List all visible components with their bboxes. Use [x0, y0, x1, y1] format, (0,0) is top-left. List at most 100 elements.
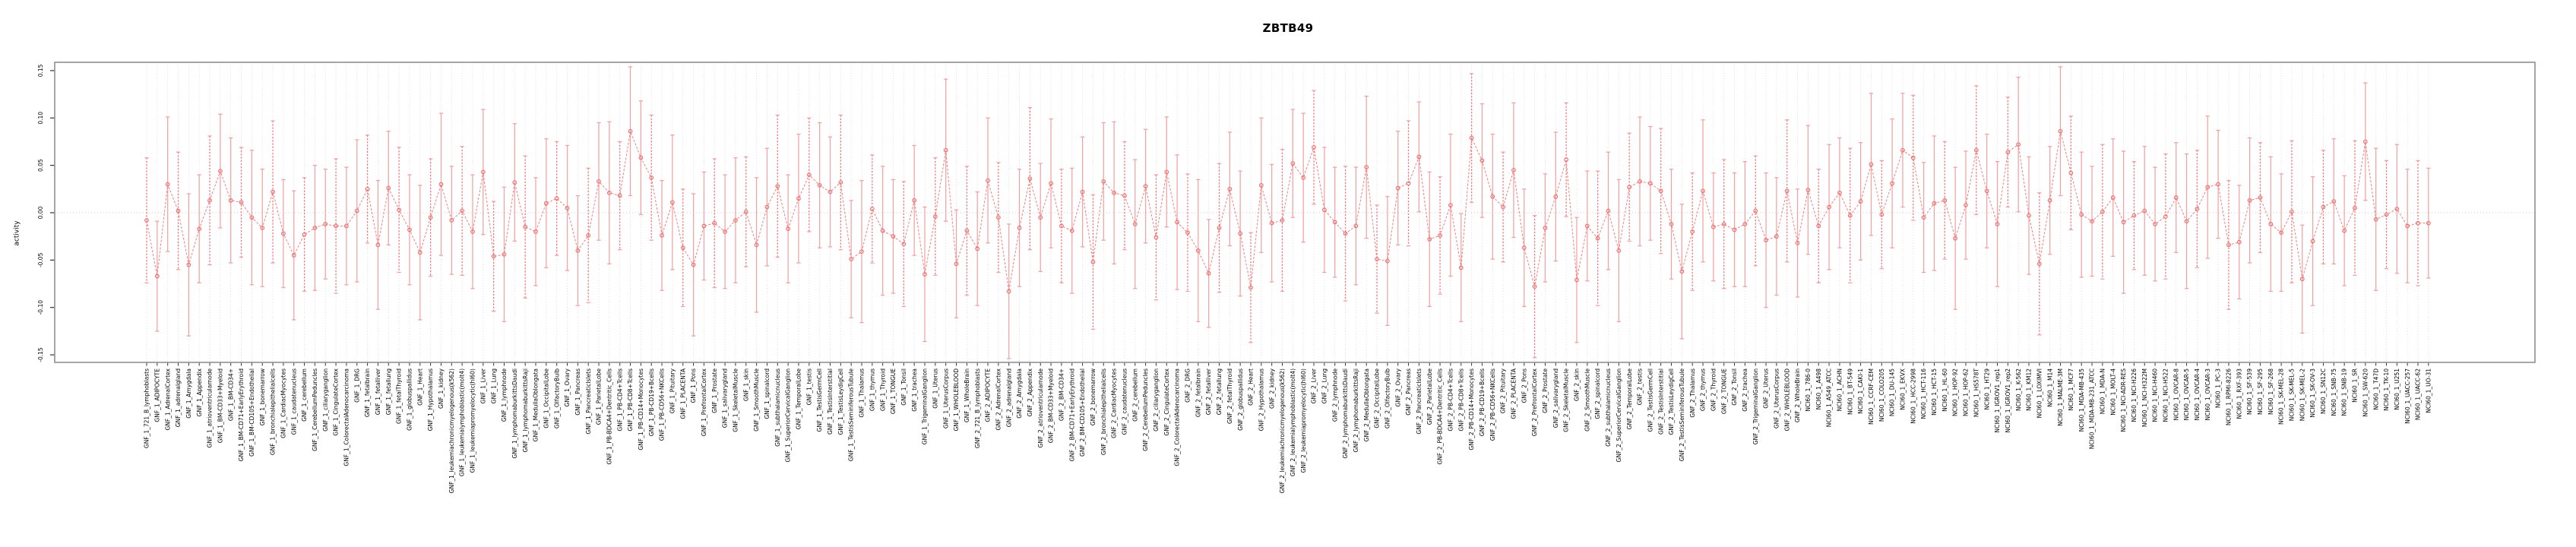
data-point [1984, 188, 1989, 194]
x-tick-label: GNF_1_Tonsil [900, 368, 907, 406]
data-point [334, 223, 338, 229]
x-tick-label: GNF_1_Heart [416, 368, 423, 406]
data-point [943, 147, 948, 153]
x-tick-label: GNF_1_Amygdala [185, 368, 192, 419]
x-tick-label: NCI60_1_TK-10 [2383, 368, 2390, 411]
data-point [2268, 222, 2274, 226]
data-point [1679, 269, 1685, 274]
data-point [365, 186, 370, 191]
data-point [207, 198, 212, 203]
x-tick-label: GNF_2_PancreaticIslets [1416, 368, 1422, 435]
data-point [1995, 222, 2000, 226]
x-tick-label: GNF_1_BM-CD71+EarlyErythroid [238, 368, 245, 462]
data-point [2331, 199, 2337, 204]
data-point [1490, 194, 1495, 199]
data-point [2205, 185, 2210, 190]
x-tick-label: GNF_2_Appendix [1027, 368, 1033, 416]
y-tick-label: 0.05 [37, 159, 44, 172]
x-tick-label: GNF_1_globuspallidus [407, 368, 413, 431]
y-tick-label: 0.10 [37, 112, 44, 125]
x-tick-label: GNF_1_TestisSeminiferousTubule [848, 368, 855, 462]
data-point [375, 242, 381, 248]
x-tick-label: NCI60_1_ACHN [1837, 368, 1843, 411]
x-tick-label: NCI60_1_NCI-ADR-RES [2120, 368, 2127, 432]
x-tick-label: GNF_1_fetallung [385, 368, 392, 415]
x-tick-label: GNF_1_MedullaOblongata [533, 368, 540, 441]
data-point [1837, 190, 1842, 195]
data-point [2090, 219, 2094, 224]
data-point [606, 190, 612, 195]
data-point [2342, 228, 2347, 233]
x-tick-label: GNF_1_adrenalgland [175, 368, 182, 428]
data-point [2299, 277, 2305, 282]
data-point [2163, 214, 2168, 219]
data-point [1932, 201, 1937, 206]
data-point [344, 223, 349, 229]
data-point [1764, 238, 1768, 243]
x-tick-label: GNF_1_kidney [438, 368, 445, 409]
data-point [1584, 223, 1590, 229]
x-tick-label: GNF_1_SuperiorCervicalGanglion [785, 368, 792, 463]
x-tick-label: GNF_1_thymus [869, 368, 875, 411]
data-point [260, 226, 265, 230]
data-point [512, 180, 517, 185]
x-tick-label: GNF_1_OccipitalLobe [543, 368, 549, 428]
x-tick-label: GNF_1_Lung [490, 368, 497, 404]
x-tick-label: GNF_2_TestisSeminiferousTubule [1679, 368, 1685, 462]
data-point [2068, 170, 2074, 175]
x-tick-label: GNF_1_721_B_lymphoblasts [144, 368, 150, 448]
x-tick-label: GNF_2_PB-BDCA4+Dentritic_Cells [1437, 368, 1444, 465]
x-tick-label: NCI60_1_SNB-75 [2331, 368, 2337, 416]
x-tick-label: NCI60_1_MDA-MB-231_ATCC [2089, 368, 2096, 449]
x-tick-label: GNF_2_PB-CD4+Tcells [1448, 368, 1454, 432]
data-point [2027, 213, 2031, 218]
x-tick-label: GNF_2_721_B_lymphoblasts [974, 368, 981, 448]
data-point [1521, 245, 1527, 251]
x-tick-label: NCI60_1_MALME-3M [2057, 368, 2064, 426]
x-tick-label: NCI60_1_RPMI-8226 [2226, 368, 2233, 425]
x-tick-label: GNF_2_cerebellum [1131, 368, 1138, 422]
x-tick-label: NCI60_1_KM12 [2026, 368, 2033, 411]
x-tick-label: NCI60_1_OVCAR-4 [2194, 368, 2201, 421]
data-point [2405, 223, 2410, 229]
data-point [1438, 233, 1442, 238]
x-tick-label: NCI60_1_A549_ATCC [1826, 368, 1833, 427]
data-point [1175, 220, 1179, 225]
x-tick-label: NCI60_1_MOLT-4 [2109, 368, 2116, 416]
data-point [1553, 194, 1559, 199]
x-tick-label: GNF_1_lymphnode [501, 368, 508, 422]
x-tick-label: GNF_2_trachea [1742, 368, 1748, 412]
x-tick-label: GNF_2_WholeBrain [1794, 368, 1801, 422]
x-tick-label: GNF_1_Prostate [711, 368, 718, 413]
data-point [1973, 147, 1979, 153]
x-tick-label: NCI60_1_HOP-92 [1952, 368, 1959, 416]
data-point [796, 196, 801, 201]
data-point [964, 228, 970, 233]
y-tick-label: -0.15 [37, 347, 44, 362]
data-point [2279, 230, 2283, 236]
data-point [1101, 179, 1106, 184]
x-tick-label: GNF_2_spinalcord [1594, 368, 1601, 419]
data-point [470, 229, 475, 234]
data-point [2426, 220, 2431, 226]
x-tick-label: NCI60_1_UACC-257 [2404, 368, 2411, 424]
x-tick-label: GNF_2_Amygdala [1016, 368, 1023, 419]
x-tick-label: NCI60_1_HOP-62 [1963, 368, 1970, 416]
data-point [1154, 235, 1159, 240]
x-tick-label: GNF_1_TestisGermCell [816, 368, 823, 432]
data-point [2236, 239, 2242, 245]
x-tick-label: GNF_2_lymphomaburkittsDaudi [1342, 368, 1349, 459]
data-point [2195, 207, 2200, 211]
x-tick-label: NCI60_1_M14 [2046, 368, 2053, 407]
data-point [2226, 242, 2231, 248]
data-point [1595, 236, 1600, 241]
data-point [154, 274, 160, 279]
data-point [1647, 181, 1653, 186]
data-point [1890, 181, 1894, 186]
data-point [849, 257, 854, 261]
x-tick-label: NCI60_1_NCI-H322M [2141, 368, 2148, 427]
x-tick-label: GNF_2_WHOLEBLOOD [1783, 368, 1790, 432]
data-point [922, 272, 927, 277]
data-point [2290, 209, 2294, 214]
data-point [1385, 258, 1390, 264]
